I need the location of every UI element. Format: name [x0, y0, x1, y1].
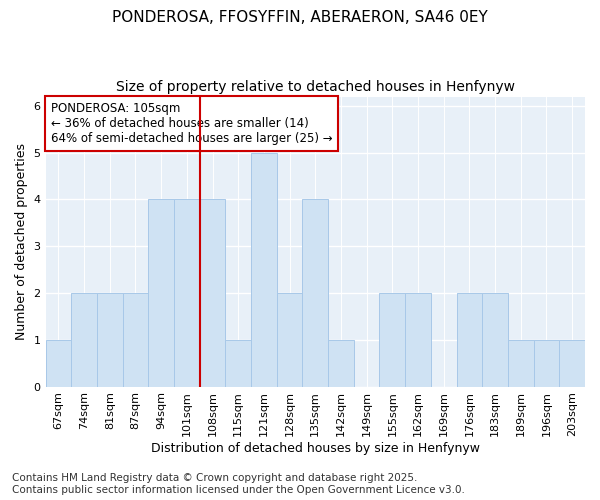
Bar — [200, 200, 226, 386]
Text: Contains HM Land Registry data © Crown copyright and database right 2025.
Contai: Contains HM Land Registry data © Crown c… — [12, 474, 465, 495]
Y-axis label: Number of detached properties: Number of detached properties — [15, 143, 28, 340]
Bar — [174, 200, 200, 386]
Bar — [122, 293, 148, 386]
Bar — [71, 293, 97, 386]
Bar — [148, 200, 174, 386]
Bar — [508, 340, 533, 386]
Bar — [482, 293, 508, 386]
Bar — [379, 293, 405, 386]
Text: PONDEROSA, FFOSYFFIN, ABERAERON, SA46 0EY: PONDEROSA, FFOSYFFIN, ABERAERON, SA46 0E… — [112, 10, 488, 25]
Bar — [226, 340, 251, 386]
Text: PONDEROSA: 105sqm
← 36% of detached houses are smaller (14)
64% of semi-detached: PONDEROSA: 105sqm ← 36% of detached hous… — [51, 102, 332, 146]
Bar — [251, 152, 277, 386]
Bar — [559, 340, 585, 386]
Bar — [533, 340, 559, 386]
Bar — [97, 293, 122, 386]
Title: Size of property relative to detached houses in Henfynyw: Size of property relative to detached ho… — [116, 80, 515, 94]
Bar — [457, 293, 482, 386]
Bar — [405, 293, 431, 386]
Bar — [328, 340, 354, 386]
Bar — [46, 340, 71, 386]
Bar — [302, 200, 328, 386]
Bar — [277, 293, 302, 386]
X-axis label: Distribution of detached houses by size in Henfynyw: Distribution of detached houses by size … — [151, 442, 480, 455]
